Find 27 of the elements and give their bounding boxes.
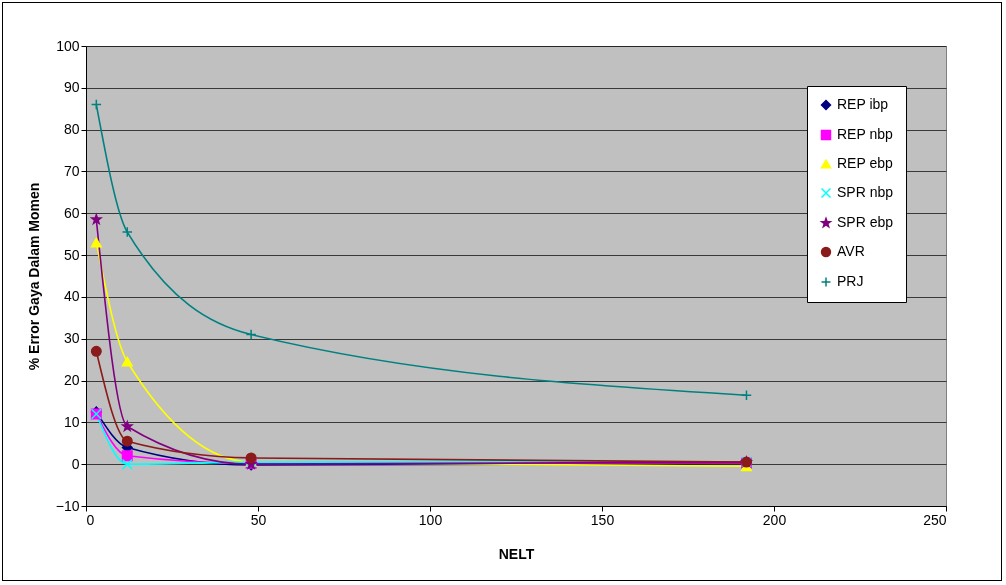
x-tick-label: 150 bbox=[590, 511, 615, 528]
legend-label: SPR ebp bbox=[837, 214, 894, 230]
legend-label: SPR nbp bbox=[837, 184, 894, 200]
x-tick-label: 200 bbox=[762, 511, 787, 528]
legend-label: REP ibp bbox=[837, 96, 889, 112]
x-tick-label: 50 bbox=[250, 511, 267, 528]
legend-label: AVR bbox=[837, 243, 865, 259]
x-axis-title: NELT bbox=[498, 545, 535, 562]
legend-label: PRJ bbox=[837, 273, 864, 289]
y-tick-label: 10 bbox=[63, 413, 80, 430]
x-tick-label: 0 bbox=[86, 511, 95, 528]
y-tick-label: 60 bbox=[63, 204, 80, 221]
y-tick-label: 0 bbox=[71, 455, 80, 472]
y-tick-label: 50 bbox=[63, 246, 80, 263]
legend-label: REP ebp bbox=[837, 155, 893, 171]
legend-label: REP nbp bbox=[837, 126, 893, 142]
x-tick-label: 100 bbox=[418, 511, 443, 528]
y-tick-label: 90 bbox=[63, 79, 80, 96]
y-tick-label: 80 bbox=[63, 121, 80, 138]
y-tick-label: 70 bbox=[63, 162, 80, 179]
y-tick-label: −10 bbox=[55, 497, 80, 514]
y-axis-title: % Error Gaya Dalam Momen bbox=[25, 182, 42, 371]
y-tick-label: 100 bbox=[56, 37, 80, 54]
x-tick-label: 250 bbox=[923, 511, 947, 528]
y-tick-label: 20 bbox=[63, 372, 80, 389]
y-tick-label: 30 bbox=[63, 330, 80, 347]
y-tick-label: 40 bbox=[63, 288, 80, 305]
